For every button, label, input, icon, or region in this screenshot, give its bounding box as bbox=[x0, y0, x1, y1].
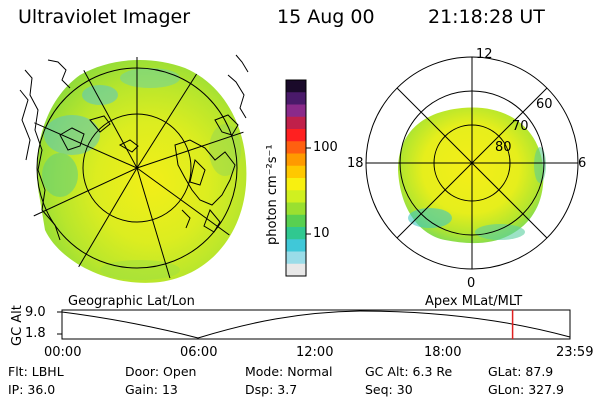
colorbar-tick-10: 10 bbox=[313, 226, 330, 241]
colorbar-band bbox=[286, 153, 306, 167]
colorbar-band bbox=[286, 141, 306, 154]
param-glat: GLat: 87.9 bbox=[488, 364, 554, 379]
param-door: Door: Open bbox=[125, 364, 197, 379]
altitude-tick-high: 9.0 bbox=[25, 305, 46, 320]
colorbar-unit-label: photon cm⁻²s⁻¹ bbox=[265, 144, 280, 245]
mlt-label-6: 6 bbox=[578, 156, 587, 171]
observation-time: 21:18:28 UT bbox=[428, 6, 545, 28]
colorbar-band bbox=[286, 80, 306, 93]
lat-label-60: 60 bbox=[536, 97, 553, 112]
time-tick-1800: 18:00 bbox=[424, 345, 462, 360]
time-tick-2359: 23:59 bbox=[556, 345, 594, 360]
lat-label-70: 70 bbox=[512, 119, 529, 134]
lat-label-80: 80 bbox=[495, 140, 512, 155]
time-tick-0000: 00:00 bbox=[44, 345, 82, 360]
colorbar-band bbox=[286, 227, 306, 240]
instrument-title: Ultraviolet Imager bbox=[18, 6, 191, 28]
colorbar-band bbox=[286, 104, 306, 118]
param-glon: GLon: 327.9 bbox=[488, 382, 564, 397]
colorbar-band bbox=[286, 214, 306, 228]
param-mode: Mode: Normal bbox=[245, 364, 333, 379]
polar-image bbox=[365, 56, 579, 270]
observation-date: 15 Aug 00 bbox=[277, 6, 375, 28]
colorbar-band bbox=[286, 116, 306, 130]
colorbar-band bbox=[286, 251, 306, 265]
geographic-image bbox=[19, 54, 250, 283]
param-filter: Flt: LBHL bbox=[8, 364, 64, 379]
time-tick-0600: 06:00 bbox=[180, 345, 218, 360]
altitude-timeline bbox=[57, 309, 571, 340]
mlt-label-18: 18 bbox=[347, 156, 364, 171]
altitude-tick-low: 1.8 bbox=[25, 326, 46, 341]
param-dsp: Dsp: 3.7 bbox=[245, 382, 298, 397]
colorbar-band bbox=[286, 190, 306, 203]
mlt-label-0: 0 bbox=[467, 276, 476, 291]
param-ip: IP: 36.0 bbox=[8, 382, 56, 397]
colorbar-band bbox=[286, 178, 306, 191]
colorbar-band bbox=[286, 202, 306, 216]
geographic-coord-label: Geographic Lat/Lon bbox=[68, 294, 195, 309]
time-tick-1200: 12:00 bbox=[296, 345, 334, 360]
mlt-label-12: 12 bbox=[476, 47, 493, 62]
param-seq: Seq: 30 bbox=[365, 382, 413, 397]
colorbar-band bbox=[286, 165, 306, 179]
colorbar-band bbox=[286, 129, 306, 142]
param-gain: Gain: 13 bbox=[125, 382, 178, 397]
colorbar-band bbox=[286, 92, 306, 105]
colorbar-band bbox=[286, 239, 306, 252]
apex-coord-label: Apex MLat/MLT bbox=[425, 294, 523, 309]
colorbar bbox=[285, 79, 311, 277]
altitude-axis-title: GC Alt bbox=[10, 305, 25, 346]
colorbar-band bbox=[286, 263, 306, 277]
param-gc-alt: GC Alt: 6.3 Re bbox=[365, 364, 453, 379]
colorbar-tick-100: 100 bbox=[313, 140, 338, 155]
